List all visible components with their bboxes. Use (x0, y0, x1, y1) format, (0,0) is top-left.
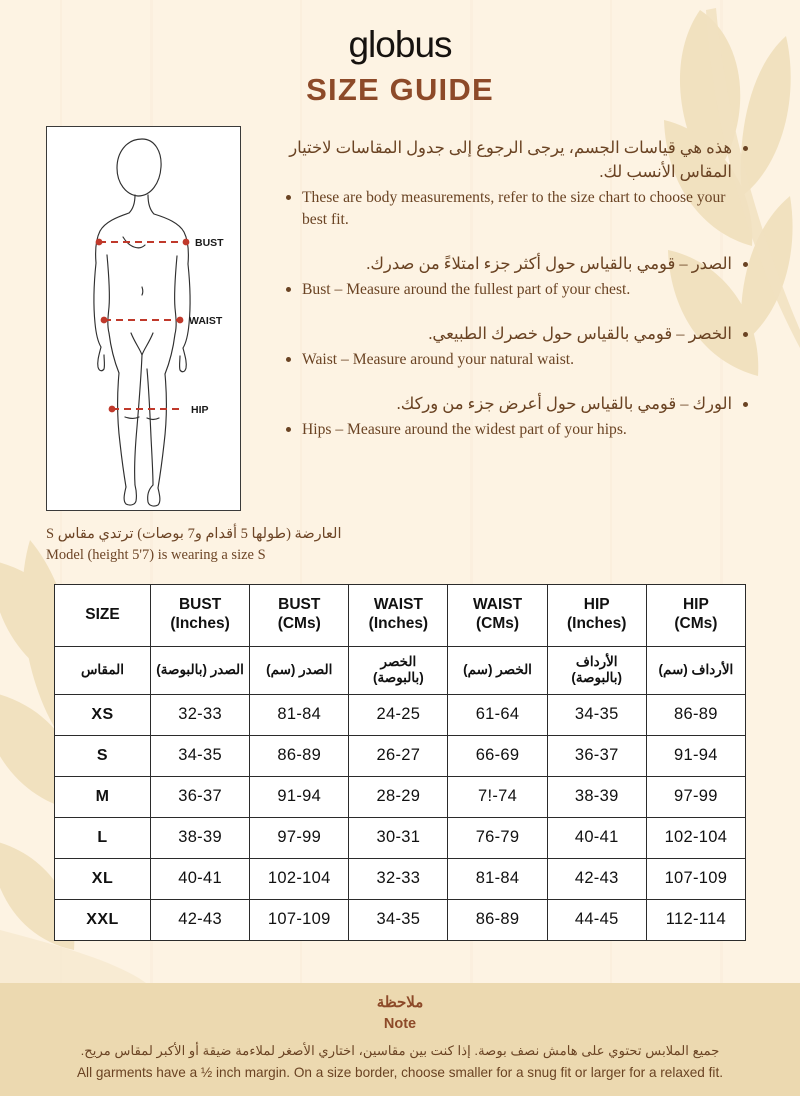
cell-size: XL (54, 857, 151, 900)
cell-waist-inches: 24-25 (348, 693, 449, 736)
model-note: العارضة (طولها 5 أقدام و7 بوصات) ترتدي م… (46, 524, 376, 566)
table-row: XL 40-41 102-104 32-33 81-84 42-43 107-1… (54, 857, 747, 900)
cell-bust-inches: 32-33 (149, 693, 251, 736)
table-row: XXL 42-43 107-109 34-35 86-89 44-45 112-… (54, 898, 747, 941)
header-ar-bust-cms: الصدر (سم) (249, 645, 350, 695)
instruction-bust-english: Bust – Measure around the fullest part o… (282, 279, 752, 301)
cell-waist-cms: 61-64 (447, 693, 548, 736)
note-section: ملاحظة Note جميع الملابس تحتوي على هامش … (0, 983, 800, 1096)
cell-waist-inches: 28-29 (348, 775, 449, 818)
cell-waist-inches: 26-27 (348, 734, 449, 777)
size-chart-table: SIZE BUST (Inches) BUST (CMs) WAIST (Inc… (54, 583, 747, 941)
header-ar-hip-cms: الأرداف (سم) (645, 645, 747, 695)
cell-hip-inches: 40-41 (546, 816, 647, 859)
note-body-english: All garments have a ½ inch margin. On a … (76, 1064, 723, 1080)
measurement-instructions: هذه هي قياسات الجسم، يرجى الرجوع إلى جدو… (282, 126, 800, 443)
cell-hip-cms: 86-89 (645, 693, 747, 736)
cell-size: L (54, 816, 151, 859)
cell-bust-cms: 81-84 (249, 693, 350, 736)
table-row: XS 32-33 81-84 24-25 61-64 34-35 86-89 (54, 693, 747, 736)
cell-hip-inches: 34-35 (546, 693, 647, 736)
cell-bust-cms: 97-99 (249, 816, 350, 859)
cell-waist-inches: 30-31 (348, 816, 449, 859)
header-bust-cms: BUST (CMs) (249, 583, 350, 647)
instruction-general-english: These are body measurements, refer to th… (282, 187, 752, 230)
size-chart-container: SIZE BUST (Inches) BUST (CMs) WAIST (Inc… (54, 583, 747, 941)
header-hip-inches: HIP (Inches) (546, 583, 647, 647)
page-header: globus SIZE GUIDE (0, 0, 800, 108)
table-row: M 36-37 91-94 28-29 7!-74 38-39 97-99 (54, 775, 747, 818)
cell-size: M (54, 775, 151, 818)
cell-bust-cms: 102-104 (249, 857, 350, 900)
cell-waist-cms: 81-84 (447, 857, 548, 900)
instruction-group-general: هذه هي قياسات الجسم، يرجى الرجوع إلى جدو… (282, 136, 752, 230)
cell-bust-inches: 42-43 (149, 898, 251, 941)
header-ar-waist-cms: الخصر (سم) (447, 645, 548, 695)
cell-waist-inches: 32-33 (348, 857, 449, 900)
header-size: SIZE (54, 583, 151, 647)
figure-column: BUST WAIST HIP العارضة (طولها 5 أقدام و7… (0, 125, 342, 566)
model-note-arabic: العارضة (طولها 5 أقدام و7 بوصات) ترتدي م… (46, 525, 342, 542)
cell-bust-cms: 86-89 (249, 734, 350, 777)
instruction-group-hips: الورك – قومي بالقياس حول أعرض جزء من ورك… (282, 392, 752, 440)
header-ar-hip-inches: الأرداف (بالبوصة) (546, 645, 647, 695)
header-waist-cms: WAIST (CMs) (447, 583, 548, 647)
note-body-arabic: جميع الملابس تحتوي على هامش نصف بوصة. إذ… (80, 1043, 720, 1059)
header-ar-bust-inches: الصدر (بالبوصة) (149, 645, 251, 695)
note-title-english: Note (383, 1015, 417, 1032)
cell-bust-cms: 91-94 (249, 775, 350, 818)
cell-hip-inches: 42-43 (546, 857, 647, 900)
table-header-row-english: SIZE BUST (Inches) BUST (CMs) WAIST (Inc… (54, 583, 747, 647)
header-ar-waist-inches: الخصر (بالبوصة) (348, 645, 449, 695)
cell-hip-cms: 107-109 (645, 857, 747, 900)
cell-waist-cms: 66-69 (447, 734, 548, 777)
cell-size: S (54, 734, 151, 777)
cell-waist-inches: 34-35 (348, 898, 449, 941)
female-body-outline-icon: BUST WAIST HIP (47, 126, 240, 510)
cell-hip-inches: 36-37 (546, 734, 647, 777)
intro-section: BUST WAIST HIP العارضة (طولها 5 أقدام و7… (0, 125, 800, 566)
page-title: SIZE GUIDE (306, 71, 494, 107)
size-chart-body: المقاس الصدر (بالبوصة) الصدر (سم) الخصر … (54, 645, 747, 941)
cell-waist-cms: 76-79 (447, 816, 548, 859)
cell-size: XXL (54, 898, 151, 941)
header-waist-inches: WAIST (Inches) (348, 583, 449, 647)
instruction-group-bust: الصدر – قومي بالقياس حول أكثر جزء امتلاء… (282, 252, 752, 300)
cell-waist-cms: 86-89 (447, 898, 548, 941)
hip-label: HIP (191, 404, 209, 416)
header-ar-size: المقاس (54, 645, 151, 695)
table-row: L 38-39 97-99 30-31 76-79 40-41 102-104 (54, 816, 747, 859)
cell-bust-inches: 40-41 (149, 857, 251, 900)
instruction-general-arabic: هذه هي قياسات الجسم، يرجى الرجوع إلى جدو… (282, 136, 752, 185)
cell-bust-inches: 34-35 (149, 734, 251, 777)
cell-hip-inches: 38-39 (546, 775, 647, 818)
model-illustration-frame: BUST WAIST HIP (46, 125, 241, 511)
cell-hip-cms: 112-114 (645, 898, 747, 941)
header-hip-cms: HIP (CMs) (645, 583, 747, 647)
cell-hip-inches: 44-45 (546, 898, 647, 941)
table-header-row-arabic: المقاس الصدر (بالبوصة) الصدر (سم) الخصر … (54, 645, 747, 695)
instruction-group-waist: الخصر – قومي بالقياس حول خصرك الطبيعي. W… (282, 322, 752, 370)
instruction-waist-arabic: الخصر – قومي بالقياس حول خصرك الطبيعي. (282, 322, 752, 347)
cell-hip-cms: 97-99 (645, 775, 747, 818)
cell-size: XS (54, 693, 151, 736)
bust-label: BUST (195, 237, 224, 249)
model-note-english: Model (height 5'7) is wearing a size S (46, 546, 266, 563)
instruction-hips-english: Hips – Measure around the widest part of… (282, 419, 752, 441)
cell-bust-inches: 36-37 (149, 775, 251, 818)
instruction-waist-english: Waist – Measure around your natural wais… (282, 349, 752, 371)
note-title-arabic: ملاحظة (376, 994, 424, 1011)
cell-bust-cms: 107-109 (249, 898, 350, 941)
table-row: S 34-35 86-89 26-27 66-69 36-37 91-94 (54, 734, 747, 777)
instruction-hips-arabic: الورك – قومي بالقياس حول أعرض جزء من ورك… (282, 392, 752, 417)
header-bust-inches: BUST (Inches) (149, 583, 251, 647)
cell-hip-cms: 102-104 (645, 816, 747, 859)
cell-bust-inches: 38-39 (149, 816, 251, 859)
brand-logo: globus (348, 24, 452, 65)
instruction-bust-arabic: الصدر – قومي بالقياس حول أكثر جزء امتلاء… (282, 252, 752, 277)
cell-waist-cms: 7!-74 (447, 775, 548, 818)
cell-hip-cms: 91-94 (645, 734, 747, 777)
waist-label: WAIST (189, 315, 223, 327)
